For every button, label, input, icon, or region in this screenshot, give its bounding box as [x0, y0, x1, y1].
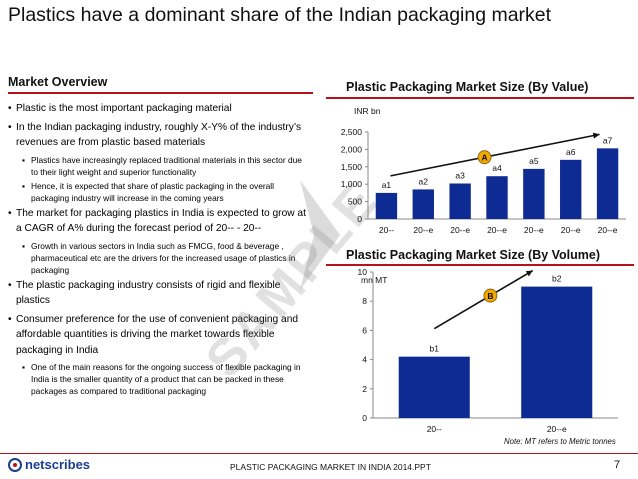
data-label: a6: [566, 147, 576, 157]
annotation-badge: [477, 150, 492, 165]
overview-bullet: The market for packaging plastics in Ind…: [8, 206, 308, 237]
overview-heading-rule: [8, 92, 313, 94]
y-tick-label: 6: [362, 325, 367, 335]
overview-bullet-list: Plastic is the most important packaging …: [8, 101, 308, 399]
volume-chart-title: Plastic Packaging Market Size (By Volume…: [346, 248, 601, 262]
x-tick-label: 20--e: [450, 225, 470, 235]
overview-bullet: Plastic is the most important packaging …: [8, 101, 308, 117]
footer-text: PLASTIC PACKAGING MARKET IN INDIA 2014.P…: [230, 462, 431, 472]
y-tick-label: 8: [362, 296, 367, 306]
page-title: Plastics have a dominant share of the In…: [8, 4, 552, 26]
footer-rule: [0, 453, 638, 454]
volume-chart-unit: mn MT: [361, 275, 388, 285]
value-bar-chart: 0 500 1,000 1,500 2,000 2,500 a1 20-- a2 20--e a3 2…: [341, 127, 626, 235]
trend-arrow-head: [525, 270, 533, 277]
overview-bullet: One of the main reasons for the ongoing …: [8, 361, 308, 397]
overview-bullet: Growth in various sectors in India such …: [8, 240, 308, 276]
netscribes-logo: netscribes: [8, 457, 120, 476]
bar: [560, 159, 582, 219]
y-tick-label: 1,500: [341, 162, 363, 172]
volume-chart-title-rule: [326, 264, 634, 266]
data-label: b1: [430, 344, 440, 354]
x-tick-label: 20--e: [547, 424, 567, 434]
page-number: 7: [614, 459, 621, 471]
bar: [521, 286, 593, 418]
overview-bullet: Consumer preference for the use of conve…: [8, 312, 308, 359]
overview-bullet: In the Indian packaging industry, roughl…: [8, 120, 308, 151]
value-chart-unit: INR bn: [354, 106, 381, 116]
bar: [486, 176, 508, 219]
y-tick-label: 4: [362, 355, 367, 365]
y-tick-label: 500: [348, 197, 362, 207]
volume-bar-chart: 0 2 4 6 8 10 b1 20-- b2 20--e B: [358, 267, 618, 434]
x-tick-label: 20--e: [413, 225, 433, 235]
data-label: a2: [419, 176, 429, 186]
bar: [398, 356, 470, 418]
overview-bullet: Hence, it is expected that share of plas…: [8, 180, 308, 204]
bar: [412, 189, 434, 219]
bar: [375, 192, 398, 219]
x-tick-label: 20--: [427, 424, 442, 434]
trend-arrow-head: [592, 132, 600, 139]
trend-arrow: [390, 133, 600, 177]
y-tick-label: 10: [358, 267, 368, 277]
bar: [523, 168, 545, 219]
data-label: a4: [492, 163, 502, 173]
x-tick-label: 20--: [379, 225, 394, 235]
value-chart-title-rule: [326, 97, 634, 99]
chevron-arrow-icon: [300, 180, 340, 290]
data-label: a1: [382, 180, 392, 190]
trend-arrow: [433, 269, 534, 330]
data-label: a3: [455, 171, 465, 181]
logo-text: netscribes: [25, 457, 91, 472]
y-tick-label: 2,000: [341, 144, 363, 154]
x-tick-label: 20--e: [598, 225, 618, 235]
y-tick-label: 0: [362, 413, 367, 423]
y-tick-label: 2: [362, 384, 367, 394]
value-chart-title: Plastic Packaging Market Size (By Value): [346, 80, 589, 94]
bar: [596, 148, 619, 219]
data-label: b2: [552, 274, 562, 284]
x-tick-label: 20--e: [561, 225, 581, 235]
y-tick-label: 1,000: [341, 179, 363, 189]
annotation-label: A: [481, 152, 487, 162]
y-tick-label: 2,500: [341, 127, 363, 137]
logo-mark-icon: [8, 458, 22, 472]
chart-note: Note: MT refers to Metric tonnes: [504, 437, 616, 446]
overview-heading: Market Overview: [8, 75, 108, 89]
annotation-badge: [483, 288, 498, 303]
data-label: a5: [529, 156, 539, 166]
x-tick-label: 20--e: [487, 225, 507, 235]
x-tick-label: 20--e: [524, 225, 544, 235]
overview-bullet: Plastics have increasingly replaced trad…: [8, 154, 308, 178]
overview-bullet: The plastic packaging industry consists …: [8, 278, 308, 309]
data-label: a7: [603, 135, 613, 145]
bar: [449, 183, 471, 219]
y-tick-label: 0: [357, 214, 362, 224]
annotation-label: B: [487, 291, 493, 301]
